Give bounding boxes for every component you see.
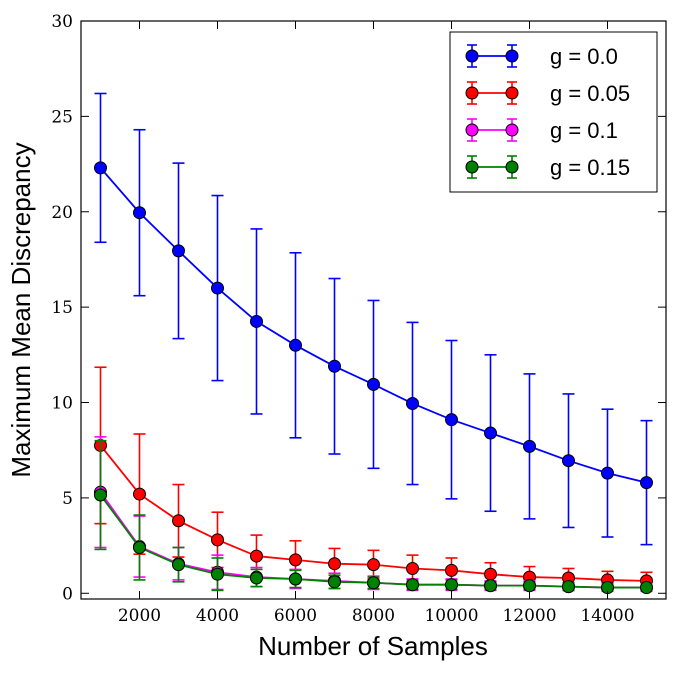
data-point [367,558,380,572]
data-point [211,567,224,581]
legend-marker [505,49,519,63]
data-point [328,575,341,589]
legend-label: g = 0.0 [550,44,618,69]
x-tick-label: 2000 [118,606,161,626]
legend-entry: g = 0.15 [465,155,630,180]
legend-marker [505,123,519,137]
series-3 [94,439,653,595]
data-point [367,576,380,590]
legend-label: g = 0.1 [550,118,618,143]
data-point [328,359,341,373]
y-tick-label: 15 [51,298,73,318]
y-tick-label: 20 [51,203,73,223]
data-point [445,413,458,427]
x-tick-label: 12000 [502,606,556,626]
data-point [250,314,263,328]
data-point [562,454,575,468]
data-point [406,561,419,575]
data-point [289,572,302,586]
y-axis-label: Maximum Mean Discrepancy [6,142,36,477]
data-point [172,244,185,258]
legend-box [449,31,658,193]
x-tick-label: 8000 [352,606,395,626]
x-tick-label: 4000 [196,606,239,626]
data-point [445,563,458,577]
series-0 [94,92,653,546]
data-point [484,426,497,440]
axis-ticks: 2000 4000 6000 8000 10000 12000 14000 0 5 10 15 20 2… [51,12,666,626]
y-tick-label: 30 [51,12,73,32]
data-point [211,533,224,547]
data-point [172,558,185,572]
legend-label: g = 0.05 [550,81,630,106]
data-point [250,571,263,585]
legend: g = 0.0 g = 0.05 g = 0.1 g = 0.15 [449,31,658,193]
data-point [94,488,107,502]
x-tick-label: 6000 [274,606,317,626]
data-point [328,557,341,571]
data-point [523,579,536,593]
data-point [484,567,497,581]
legend-entry: g = 0.1 [465,118,618,143]
data-point [601,466,614,480]
data-point [289,553,302,567]
data-point [133,206,146,220]
data-point [640,581,653,595]
y-tick-label: 5 [62,489,73,509]
data-point [406,396,419,410]
data-point [289,338,302,352]
legend-entry: g = 0.0 [465,44,618,69]
data-point [640,476,653,490]
legend-marker [505,160,519,174]
data-point [562,580,575,594]
data-point [133,487,146,501]
data-point [94,161,107,175]
legend-label: g = 0.15 [550,155,630,180]
legend-entry: g = 0.05 [465,81,630,106]
y-tick-label: 0 [62,584,73,604]
y-tick-label: 25 [51,107,73,127]
data-point [523,439,536,453]
data-point [484,579,497,593]
data-point [406,578,419,592]
legend-marker [505,86,519,100]
legend-marker [465,160,479,174]
data-point [211,281,224,295]
legend-marker [465,49,479,63]
x-tick-label: 14000 [580,606,634,626]
data-point [133,540,146,554]
data-point [445,578,458,592]
legend-marker [465,86,479,100]
x-axis-label: Number of Samples [258,631,488,661]
data-point [367,377,380,391]
y-tick-label: 10 [51,394,73,414]
x-tick-label: 10000 [424,606,478,626]
data-point [172,514,185,528]
plot-marks [94,92,653,595]
data-point [250,549,263,563]
legend-marker [465,123,479,137]
